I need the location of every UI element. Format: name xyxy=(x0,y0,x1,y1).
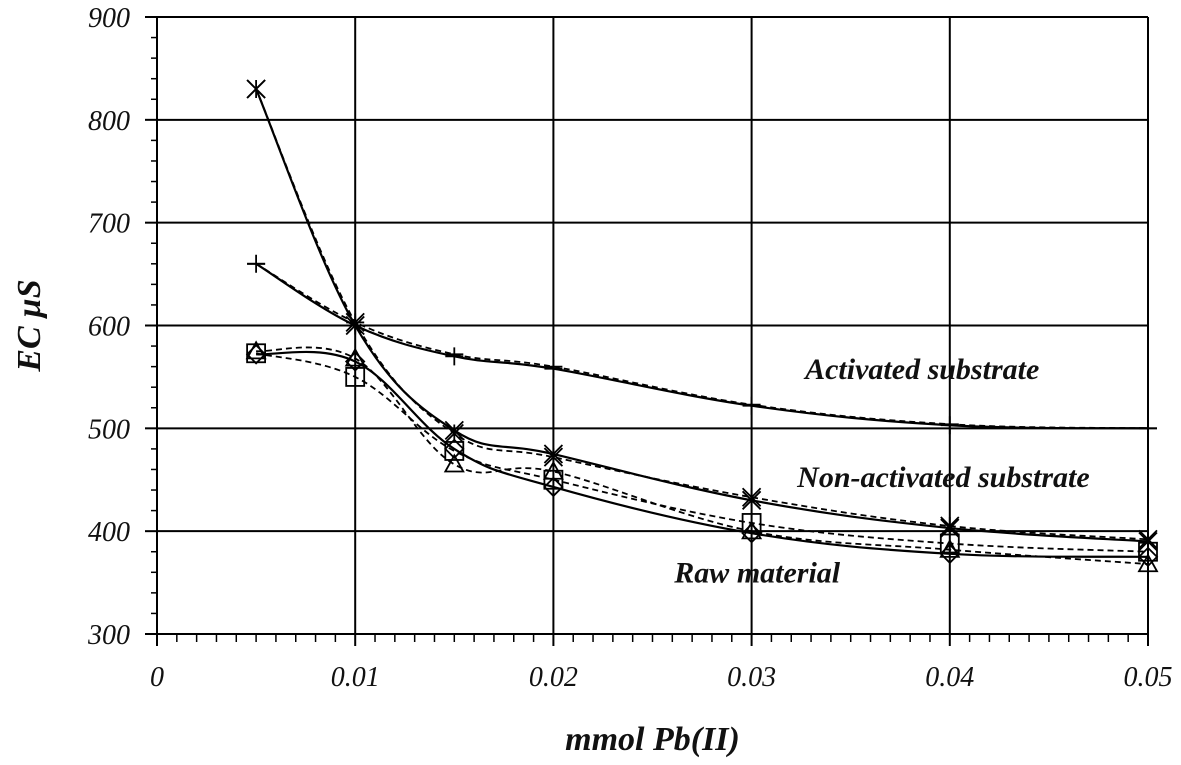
y-tick-label: 800 xyxy=(88,106,130,137)
series-6 xyxy=(246,343,1158,562)
x-tick-label: 0.03 xyxy=(727,662,776,693)
data-point-square xyxy=(345,367,366,387)
y-tick-label: 600 xyxy=(88,312,130,343)
series-line xyxy=(255,263,1149,430)
y-tick-label: 700 xyxy=(88,209,130,240)
data-point-triangle xyxy=(1137,553,1159,573)
series xyxy=(245,79,1159,573)
series-2 xyxy=(247,262,1157,430)
grid xyxy=(157,16,1149,634)
x-tick-label: 0.05 xyxy=(1124,662,1173,693)
series-7 xyxy=(245,340,1159,573)
data-point-triangle xyxy=(939,538,961,558)
data-point-star xyxy=(741,487,762,507)
data-point-plus xyxy=(742,396,761,415)
series-line xyxy=(256,346,1149,565)
y-tick-label: 500 xyxy=(88,414,130,445)
data-point-diamond xyxy=(444,438,465,460)
y-tick-label: 400 xyxy=(88,517,130,548)
annotations: Activated substrate Non-activated substra… xyxy=(673,353,1089,590)
data-point-square xyxy=(444,441,465,461)
minor-ticks xyxy=(151,36,1129,642)
data-point-triangle xyxy=(443,453,465,473)
data-point-star xyxy=(246,79,266,99)
x-tick-label: 0 xyxy=(150,662,164,693)
data-point-star xyxy=(345,312,365,333)
data-point-square xyxy=(1138,541,1158,562)
y-axis-label: EC µS xyxy=(11,279,48,372)
annotation-label: Activated substrate xyxy=(803,353,1039,386)
series-4 xyxy=(246,79,1158,550)
series-5 xyxy=(245,344,1159,568)
data-point-diamond xyxy=(1137,546,1159,568)
data-point-star xyxy=(1138,529,1158,550)
x-axis-label: mmol Pb(II) xyxy=(565,721,740,758)
y-tick-label: 300 xyxy=(87,620,130,651)
data-point-triangle xyxy=(344,347,366,367)
series-line xyxy=(255,352,1149,553)
data-point-square xyxy=(939,533,960,554)
x-tick-labels: 0 0.01 0.02 0.03 0.04 0.05 xyxy=(150,662,1173,693)
data-point-star xyxy=(940,516,960,536)
x-tick-label: 0.04 xyxy=(925,662,974,693)
data-point-diamond xyxy=(741,522,762,544)
series-1 xyxy=(247,254,1157,438)
data-point-triangle xyxy=(542,460,564,480)
x-tick-label: 0.02 xyxy=(529,662,578,693)
data-point-plus xyxy=(940,416,959,435)
data-point-plus xyxy=(544,359,563,378)
annotation-label: Raw material xyxy=(673,557,841,590)
series-line xyxy=(255,262,1149,430)
data-point-diamond xyxy=(543,476,564,498)
annotation-label: Non-activated substrate xyxy=(796,461,1090,494)
y-tick-labels: 300 400 500 600 700 800 900 xyxy=(87,3,130,651)
axes xyxy=(145,16,1149,646)
data-point-square xyxy=(246,343,267,364)
x-tick-label: 0.01 xyxy=(331,662,380,693)
data-point-triangle xyxy=(245,340,267,360)
data-point-triangle xyxy=(741,520,763,540)
series-line xyxy=(256,350,1149,558)
y-tick-label: 900 xyxy=(88,3,130,34)
data-point-square xyxy=(543,469,564,490)
